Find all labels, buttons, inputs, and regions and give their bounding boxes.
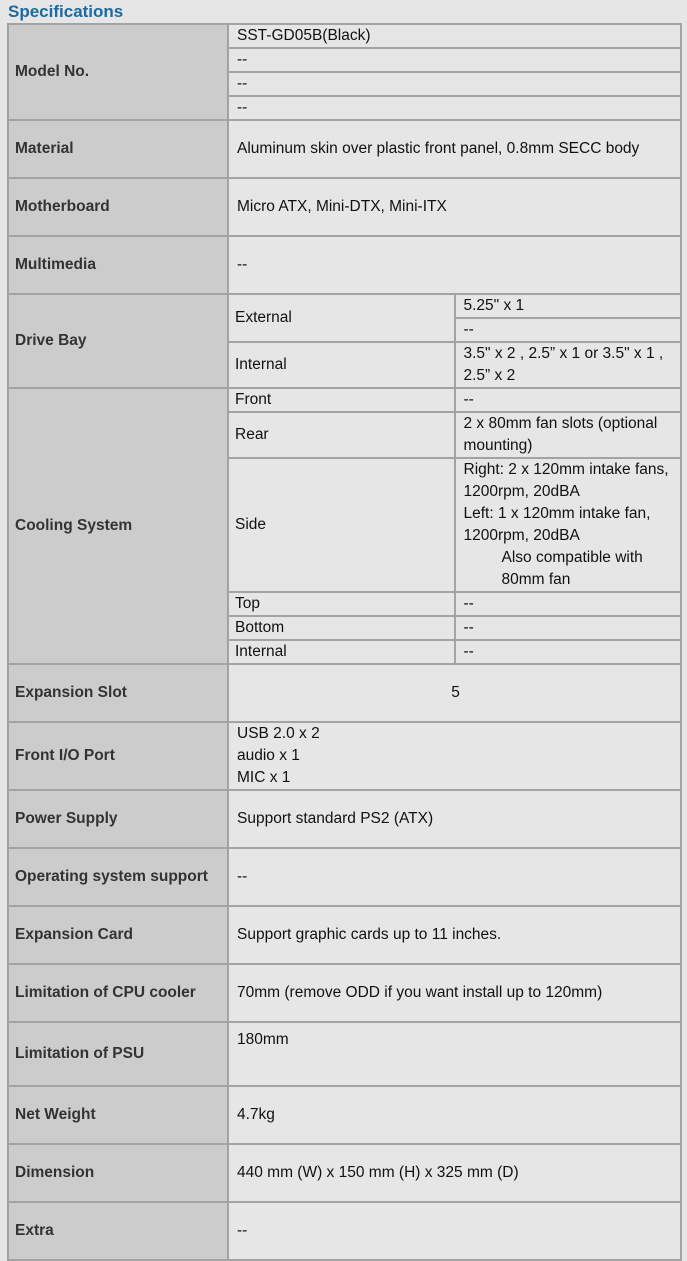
spec-row: Limitation of PSU 180mm xyxy=(7,1021,682,1087)
spec-label: Limitation of CPU cooler xyxy=(7,963,229,1023)
spec-label: Front I/O Port xyxy=(7,721,229,791)
spec-sublabel: Internal xyxy=(227,639,456,665)
value-line: MIC x 1 xyxy=(237,769,291,786)
spec-row: Multimedia -- xyxy=(7,235,682,295)
spec-sublabel: Bottom xyxy=(227,615,456,641)
spec-value: 3.5" x 2 , 2.5” x 1 or 3.5" x 1 , 2.5” x… xyxy=(453,341,682,389)
spec-value: USB 2.0 x 2 audio x 1 MIC x 1 xyxy=(227,721,682,791)
spec-value: -- xyxy=(453,639,682,665)
spec-row: Net Weight 4.7kg xyxy=(7,1085,682,1145)
spec-value: 5 xyxy=(227,663,682,723)
spec-value: 2 x 80mm fan slots (optional mounting) xyxy=(453,411,682,459)
spec-value: -- xyxy=(227,847,682,907)
spec-row: Material Aluminum skin over plastic front… xyxy=(7,119,682,179)
spec-value: -- xyxy=(227,71,682,97)
spec-row: Drive Bay External 5.25" x 1 xyxy=(7,293,682,389)
spec-row: -- xyxy=(8,95,682,121)
spec-sublabel: Front xyxy=(227,387,456,413)
spec-row: Internal -- xyxy=(8,639,682,665)
spec-row: Extra -- xyxy=(7,1201,682,1261)
spec-label: Cooling System xyxy=(7,387,229,665)
spec-row: Operating system support -- xyxy=(7,847,682,907)
value-line: USB 2.0 x 2 xyxy=(237,725,320,742)
spec-row: -- xyxy=(8,71,682,97)
spec-value: Support graphic cards up to 11 inches. xyxy=(227,905,682,965)
spec-label: Expansion Card xyxy=(7,905,229,965)
spec-value: Right: 2 x 120mm intake fans, 1200rpm, 2… xyxy=(453,457,682,593)
spec-value: -- xyxy=(453,615,682,641)
spec-label: Operating system support xyxy=(7,847,229,907)
spec-row: Expansion Slot 5 xyxy=(7,663,682,723)
spec-value: Support standard PS2 (ATX) xyxy=(227,789,682,849)
spec-label: Expansion Slot xyxy=(7,663,229,723)
spec-label: Extra xyxy=(7,1201,229,1261)
spec-row: -- xyxy=(8,47,682,73)
spec-label: Motherboard xyxy=(7,177,229,237)
spec-row: Rear 2 x 80mm fan slots (optional mountin… xyxy=(8,411,682,459)
spec-value: SST-GD05B(Black) xyxy=(227,23,682,49)
spec-sublabel: Rear xyxy=(227,411,456,459)
spec-value: 5.25" x 1 xyxy=(453,293,682,319)
spec-row: Cooling System Front -- xyxy=(7,387,682,665)
spec-value: 180mm xyxy=(227,1021,682,1087)
spec-row: Expansion Card Support graphic cards up t… xyxy=(7,905,682,965)
spec-label: Power Supply xyxy=(7,789,229,849)
spec-row: Limitation of CPU cooler 70mm (remove ODD… xyxy=(7,963,682,1023)
spec-row: Dimension 440 mm (W) x 150 mm (H) x 325 m… xyxy=(7,1143,682,1203)
spec-value: Micro ATX, Mini-DTX, Mini-ITX xyxy=(227,177,682,237)
spec-value: Aluminum skin over plastic front panel, … xyxy=(227,119,682,179)
spec-row: Side Right: 2 x 120mm intake fans, 1200rp… xyxy=(8,457,682,593)
value-line: Right: 2 x 120mm intake fans, 1200rpm, 2… xyxy=(463,461,669,500)
spec-label: Limitation of PSU xyxy=(7,1021,229,1087)
spec-value: 440 mm (W) x 150 mm (H) x 325 mm (D) xyxy=(227,1143,682,1203)
spec-label: Multimedia xyxy=(7,235,229,295)
spec-label: Dimension xyxy=(7,1143,229,1203)
section-title: Specifications xyxy=(8,2,124,21)
spec-row: Motherboard Micro ATX, Mini-DTX, Mini-ITX xyxy=(7,177,682,237)
spec-value: -- xyxy=(453,387,682,413)
spec-label: Material xyxy=(7,119,229,179)
value-line: Left: 1 x 120mm intake fan, 1200rpm, 20d… xyxy=(463,505,651,544)
spec-value: -- xyxy=(453,591,682,617)
spec-row: Internal 3.5" x 2 , 2.5” x 1 or 3.5" x 1 … xyxy=(8,341,682,389)
value-line: audio x 1 xyxy=(237,747,300,764)
value-line: Also compatible with 80mm fan xyxy=(501,549,643,588)
spec-row: Model No. SST-GD05B(Black) xyxy=(7,23,682,121)
spec-value: -- xyxy=(227,235,682,295)
spec-value: 4.7kg xyxy=(227,1085,682,1145)
spec-sublabel: External xyxy=(227,293,456,343)
spec-value: -- xyxy=(227,1201,682,1261)
spec-row: Front I/O Port USB 2.0 x 2 audio x 1 MIC x … xyxy=(7,721,682,791)
spec-value: -- xyxy=(227,95,682,121)
spec-row: -- xyxy=(8,317,682,343)
specifications-table: Model No. SST-GD05B(Black) -- -- -- Material A… xyxy=(7,23,682,1261)
spec-label: Model No. xyxy=(7,23,229,121)
spec-label: Drive Bay xyxy=(7,293,229,389)
spec-value: -- xyxy=(227,47,682,73)
spec-value: 70mm (remove ODD if you want install up … xyxy=(227,963,682,1023)
spec-sublabel: Side xyxy=(227,457,456,593)
spec-row: Power Supply Support standard PS2 (ATX) xyxy=(7,789,682,849)
spec-value: -- xyxy=(453,317,682,343)
spec-label: Net Weight xyxy=(7,1085,229,1145)
spec-row: Bottom -- xyxy=(8,615,682,641)
spec-row: Top -- xyxy=(8,591,682,617)
spec-sublabel: Top xyxy=(227,591,456,617)
spec-sublabel: Internal xyxy=(227,341,456,389)
